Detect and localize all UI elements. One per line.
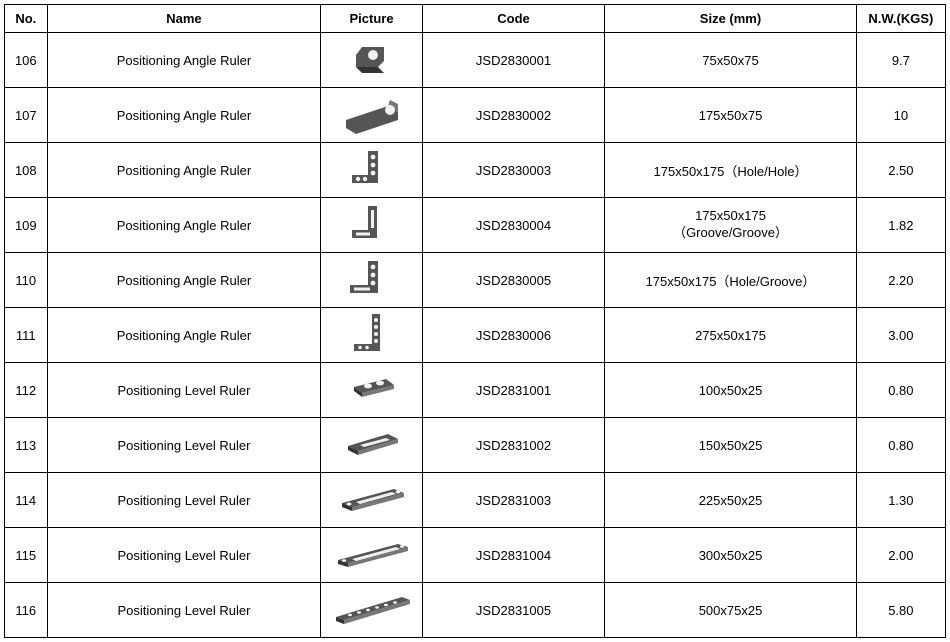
table-row: 110Positioning Angle Ruler JSD2830005175…: [5, 253, 946, 308]
table-row: 106Positioning Angle Ruler JSD283000175x…: [5, 33, 946, 88]
product-icon: [332, 367, 412, 413]
cell-nw: 9.7: [856, 33, 945, 88]
cell-code: JSD2831001: [422, 363, 605, 418]
product-icon: [332, 422, 412, 468]
cell-code: JSD2831004: [422, 528, 605, 583]
cell-name: Positioning Level Ruler: [47, 528, 321, 583]
cell-no: 113: [5, 418, 48, 473]
cell-picture: [321, 198, 422, 253]
cell-no: 115: [5, 528, 48, 583]
table-row: 116Positioning Level Ruler JSD2831005500…: [5, 583, 946, 638]
product-icon: [332, 92, 412, 138]
table-row: 108Positioning Angle Ruler JSD2830003175…: [5, 143, 946, 198]
cell-picture: [321, 143, 422, 198]
col-header-code: Code: [422, 5, 605, 33]
product-icon: [332, 37, 412, 83]
col-header-size: Size (mm): [605, 5, 856, 33]
cell-size: 275x50x175: [605, 308, 856, 363]
cell-no: 108: [5, 143, 48, 198]
cell-code: JSD2831002: [422, 418, 605, 473]
cell-size: 175x50x175（Hole/Groove）: [605, 253, 856, 308]
table-row: 114Positioning Level Ruler JSD2831003225…: [5, 473, 946, 528]
cell-name: Positioning Angle Ruler: [47, 143, 321, 198]
product-icon: [332, 312, 412, 358]
cell-picture: [321, 528, 422, 583]
cell-no: 111: [5, 308, 48, 363]
cell-size: 175x50x175（Groove/Groove）: [605, 198, 856, 253]
cell-nw: 2.50: [856, 143, 945, 198]
cell-nw: 1.82: [856, 198, 945, 253]
cell-nw: 10: [856, 88, 945, 143]
table-row: 115Positioning Level Ruler JSD2831004300…: [5, 528, 946, 583]
table-header-row: No. Name Picture Code Size (mm) N.W.(KGS…: [5, 5, 946, 33]
cell-name: Positioning Level Ruler: [47, 473, 321, 528]
cell-no: 109: [5, 198, 48, 253]
table-row: 107Positioning Angle Ruler JSD2830002175…: [5, 88, 946, 143]
cell-code: JSD2830003: [422, 143, 605, 198]
cell-picture: [321, 583, 422, 638]
product-table: No. Name Picture Code Size (mm) N.W.(KGS…: [4, 4, 946, 638]
product-icon: [332, 257, 412, 303]
cell-name: Positioning Angle Ruler: [47, 198, 321, 253]
cell-code: JSD2830001: [422, 33, 605, 88]
cell-code: JSD2830004: [422, 198, 605, 253]
col-header-name: Name: [47, 5, 321, 33]
table-row: 111Positioning Angle Ruler JSD2830006275…: [5, 308, 946, 363]
cell-no: 110: [5, 253, 48, 308]
cell-size: 300x50x25: [605, 528, 856, 583]
cell-name: Positioning Angle Ruler: [47, 88, 321, 143]
cell-name: Positioning Level Ruler: [47, 418, 321, 473]
cell-nw: 2.20: [856, 253, 945, 308]
cell-nw: 5.80: [856, 583, 945, 638]
cell-picture: [321, 33, 422, 88]
table-row: 112Positioning Level Ruler JSD2831001100…: [5, 363, 946, 418]
cell-no: 112: [5, 363, 48, 418]
product-icon: [332, 147, 412, 193]
cell-size: 175x50x175（Hole/Hole）: [605, 143, 856, 198]
cell-name: Positioning Level Ruler: [47, 583, 321, 638]
cell-code: JSD2830005: [422, 253, 605, 308]
col-header-nw: N.W.(KGS): [856, 5, 945, 33]
product-icon: [332, 587, 412, 633]
cell-code: JSD2831005: [422, 583, 605, 638]
cell-size: 500x75x25: [605, 583, 856, 638]
table-row: 109Positioning Angle Ruler JSD2830004175…: [5, 198, 946, 253]
cell-picture: [321, 88, 422, 143]
cell-code: JSD2830006: [422, 308, 605, 363]
table-row: 113Positioning Level Ruler JSD2831002150…: [5, 418, 946, 473]
cell-size: 225x50x25: [605, 473, 856, 528]
cell-name: Positioning Angle Ruler: [47, 308, 321, 363]
cell-nw: 2.00: [856, 528, 945, 583]
cell-picture: [321, 308, 422, 363]
cell-picture: [321, 253, 422, 308]
cell-size: 100x50x25: [605, 363, 856, 418]
cell-nw: 3.00: [856, 308, 945, 363]
cell-no: 107: [5, 88, 48, 143]
cell-no: 116: [5, 583, 48, 638]
cell-code: JSD2830002: [422, 88, 605, 143]
product-icon: [332, 532, 412, 578]
cell-nw: 0.80: [856, 363, 945, 418]
cell-picture: [321, 418, 422, 473]
cell-picture: [321, 363, 422, 418]
cell-no: 106: [5, 33, 48, 88]
col-header-picture: Picture: [321, 5, 422, 33]
cell-size: 175x50x75: [605, 88, 856, 143]
cell-name: Positioning Level Ruler: [47, 363, 321, 418]
cell-no: 114: [5, 473, 48, 528]
cell-name: Positioning Angle Ruler: [47, 253, 321, 308]
col-header-no: No.: [5, 5, 48, 33]
cell-size: 150x50x25: [605, 418, 856, 473]
cell-nw: 1.30: [856, 473, 945, 528]
cell-size: 75x50x75: [605, 33, 856, 88]
cell-code: JSD2831003: [422, 473, 605, 528]
product-icon: [332, 477, 412, 523]
cell-nw: 0.80: [856, 418, 945, 473]
product-icon: [332, 202, 412, 248]
cell-picture: [321, 473, 422, 528]
cell-name: Positioning Angle Ruler: [47, 33, 321, 88]
